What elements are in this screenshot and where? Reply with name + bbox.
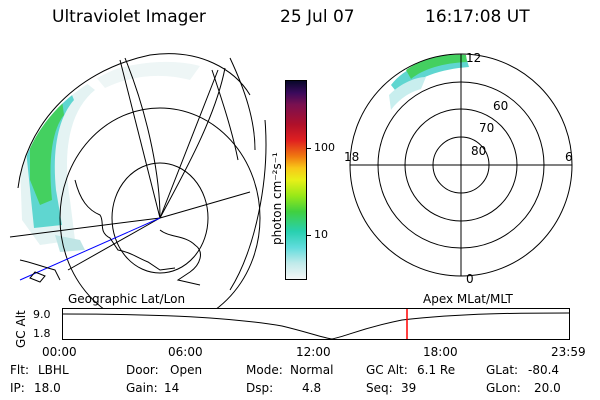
polar-plot: 12 18 6 0 60 70 80 [344,51,573,286]
colorbar-tick-100 [306,148,311,149]
colorbar-label-10: 10 [314,228,328,241]
dsp-value: 4.8 [302,381,322,395]
mlt-label-0: 0 [466,272,474,286]
glon-value: 20.0 [534,381,561,395]
lat-label-80: 80 [471,144,486,158]
timeline-xtick-0000: 00:00 [42,345,77,359]
geographic-map [9,53,267,329]
ip-value: 18.0 [34,381,61,395]
ip-label: IP: [10,381,25,395]
date-label: 25 Jul 07 [280,7,355,27]
coastline [19,179,201,286]
colorbar [285,80,307,280]
instrument-title: Ultraviolet Imager [52,7,206,27]
map-limb-arc [17,53,251,189]
altitude-curve [62,312,570,340]
gc-alt-value: 6.1 Re [417,363,456,377]
gain-value: 14 [164,381,180,395]
timeline-xtick-1800: 18:00 [423,345,458,359]
mlt-label-6: 6 [565,150,573,164]
timeline-ytick-bottom: 1.8 [33,327,51,340]
gain-label: Gain: [126,381,158,395]
lat-label-70: 70 [479,121,494,135]
timeline-left-label: Geographic Lat/Lon [68,292,186,306]
time-label: 16:17:08 UT [425,7,530,27]
aurora-emission-polar [389,54,469,110]
mlt-label-18: 18 [344,150,359,164]
timeline-ytick-top: 9.0 [33,308,51,321]
glon-label: GLon: [486,381,521,395]
dsp-label: Dsp: [246,381,274,395]
mlt-label-12: 12 [466,51,481,65]
timeline-xtick-1200: 12:00 [296,345,331,359]
mode-value: Normal [290,363,334,377]
gc-alt-label: GC Alt: [366,363,408,377]
mode-label: Mode: [246,363,283,377]
altitude-timeline [62,308,570,340]
door-value: Open [170,363,203,377]
glat-value: -80.4 [528,363,560,377]
glat-label: GLat: [486,363,519,377]
colorbar-label-100: 100 [314,141,335,154]
timeline-right-label: Apex MLat/MLT [423,292,513,306]
flt-label: Flt: [10,363,29,377]
flt-value: LBHL [38,363,69,377]
timeline-axis-label: GC Alt [14,310,28,348]
timeline-xtick-2359: 23:59 [551,345,586,359]
aurora-emission-geo [20,61,200,252]
seq-label: Seq: [366,381,393,395]
terminator-line [19,217,161,281]
door-label: Door: [126,363,159,377]
seq-value: 39 [401,381,417,395]
timeline-xtick-0600: 06:00 [168,345,203,359]
lat-label-60: 60 [493,99,508,113]
latitude-circle-inner [111,162,209,274]
colorbar-unit-label: photon cm⁻²s⁻¹ [270,152,284,245]
colorbar-tick-10 [306,235,311,236]
